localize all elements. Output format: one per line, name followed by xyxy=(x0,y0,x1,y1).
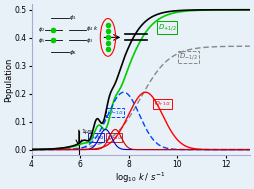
Text: $\phi_4$: $\phi_4$ xyxy=(86,24,93,33)
Text: $Q_{+3/2}$: $Q_{+3/2}$ xyxy=(89,134,104,142)
Text: $\phi_3$: $\phi_3$ xyxy=(86,36,93,45)
X-axis label: $\log_{10}\,k\,/\;\,s^{-1}$: $\log_{10}\,k\,/\;\,s^{-1}$ xyxy=(115,170,166,185)
Text: $D_{-1/2}$: $D_{-1/2}$ xyxy=(180,52,198,62)
Text: 1$\mu$s: 1$\mu$s xyxy=(81,127,94,136)
Text: $Q_{-3/2}$: $Q_{-3/2}$ xyxy=(107,134,122,142)
Text: $\phi_5$: $\phi_5$ xyxy=(38,36,45,45)
Y-axis label: Population: Population xyxy=(4,57,13,102)
Text: $Q_{-1/2}$: $Q_{-1/2}$ xyxy=(107,108,124,117)
Text: $D_{+1/2}$: $D_{+1/2}$ xyxy=(158,22,176,33)
Text: $\phi_6$: $\phi_6$ xyxy=(69,48,76,57)
Text: $Q_{+1/2}$: $Q_{+1/2}$ xyxy=(154,100,171,108)
Text: $\phi_1$: $\phi_1$ xyxy=(69,13,76,22)
Text: $\phi_2$: $\phi_2$ xyxy=(38,25,45,34)
Text: $k$: $k$ xyxy=(93,24,98,32)
